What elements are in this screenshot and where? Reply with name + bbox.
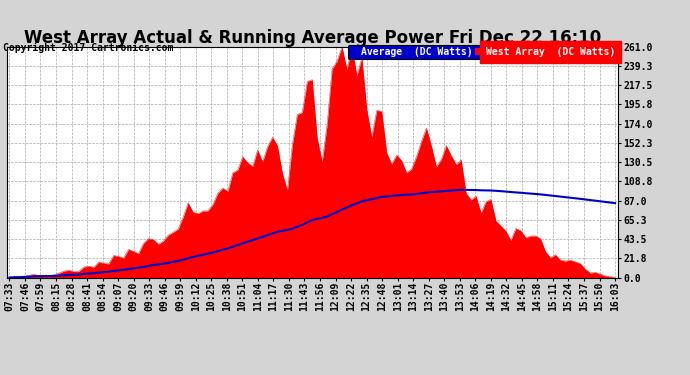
Legend: Average  (DC Watts), West Array  (DC Watts): Average (DC Watts), West Array (DC Watts…: [348, 45, 618, 59]
Text: Copyright 2017 Cartronics.com: Copyright 2017 Cartronics.com: [3, 43, 174, 52]
Title: West Array Actual & Running Average Power Fri Dec 22 16:10: West Array Actual & Running Average Powe…: [23, 29, 601, 47]
